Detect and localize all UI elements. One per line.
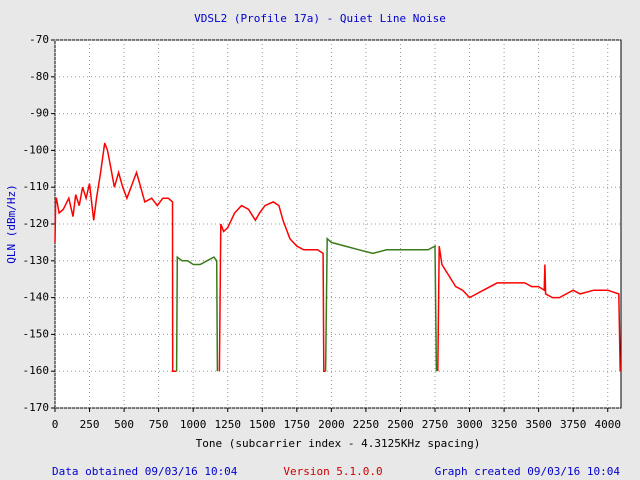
chart-title: VDSL2 (Profile 17a) - Quiet Line Noise	[194, 12, 446, 25]
y-tick-label: -120	[23, 217, 50, 230]
x-tick-label: 1750	[284, 418, 311, 431]
x-tick-label: 3500	[525, 418, 552, 431]
x-tick-label: 2750	[422, 418, 449, 431]
plot-area	[54, 39, 622, 409]
series-line	[437, 245, 621, 372]
y-tick-label: -130	[23, 254, 50, 267]
y-tick-label: -80	[29, 70, 49, 83]
x-tick-label: 3750	[560, 418, 587, 431]
x-tick-label: 2500	[387, 418, 414, 431]
x-tick-label: 2000	[318, 418, 345, 431]
x-tick-label: 0	[52, 418, 59, 431]
x-tick-label: 3250	[491, 418, 518, 431]
y-tick-label: -150	[23, 327, 50, 340]
y-tick-label: -110	[23, 180, 50, 193]
x-axis-label: Tone (subcarrier index - 4.3125KHz spaci…	[196, 437, 481, 450]
x-tick-label: 2250	[353, 418, 380, 431]
x-tick-label: 750	[149, 418, 169, 431]
y-axis-label: QLN (dBm/Hz)	[5, 184, 18, 263]
series-line	[218, 201, 326, 372]
series-line	[175, 255, 219, 372]
footer-right: Graph created 09/03/16 10:04	[435, 465, 621, 478]
series-line	[324, 237, 438, 372]
series-line	[54, 142, 177, 372]
x-tick-label: 500	[114, 418, 134, 431]
footer-center: Version 5.1.0.0	[283, 465, 382, 478]
y-tick-label: -140	[23, 291, 50, 304]
x-tick-label: 1000	[180, 418, 207, 431]
x-tick-label: 3000	[456, 418, 483, 431]
x-tick-label: 1500	[249, 418, 276, 431]
y-tick-label: -100	[23, 143, 50, 156]
y-tick-label: -160	[23, 364, 50, 377]
x-tick-label: 1250	[214, 418, 241, 431]
y-tick-label: -90	[29, 107, 49, 120]
footer-left: Data obtained 09/03/16 10:04	[52, 465, 238, 478]
x-tick-label: 250	[80, 418, 100, 431]
y-tick-label: -70	[29, 33, 49, 46]
x-tick-label: 4000	[594, 418, 621, 431]
y-tick-label: -170	[23, 401, 50, 414]
